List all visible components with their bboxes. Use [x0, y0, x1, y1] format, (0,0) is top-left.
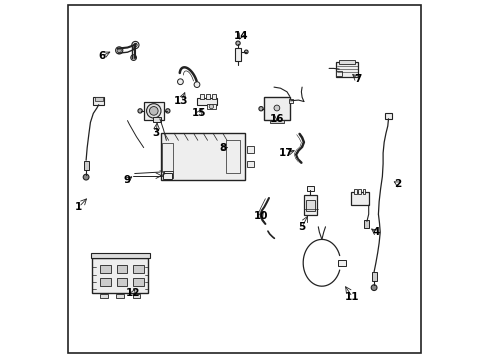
Text: 9: 9 — [123, 175, 131, 185]
Circle shape — [83, 174, 89, 180]
Text: 5: 5 — [298, 222, 305, 232]
Text: 3: 3 — [152, 128, 160, 138]
Bar — [133, 279, 143, 287]
Circle shape — [117, 48, 121, 53]
Bar — [335, 71, 342, 76]
Bar — [100, 294, 108, 298]
Bar — [143, 102, 163, 120]
Bar — [153, 117, 161, 122]
Bar — [116, 294, 124, 298]
Bar — [200, 94, 203, 99]
Bar — [116, 279, 127, 287]
Circle shape — [132, 41, 139, 49]
Bar — [337, 260, 345, 266]
Bar — [269, 120, 284, 123]
Circle shape — [209, 104, 213, 109]
Circle shape — [235, 41, 240, 45]
Bar — [225, 140, 240, 173]
Circle shape — [370, 285, 376, 291]
Bar — [371, 272, 376, 281]
Circle shape — [146, 104, 161, 118]
Bar — [350, 192, 368, 205]
Bar — [92, 258, 148, 292]
Bar — [161, 133, 245, 180]
Text: 4: 4 — [371, 227, 379, 237]
Text: 6: 6 — [99, 51, 106, 61]
Bar — [353, 189, 356, 194]
Bar — [288, 99, 293, 103]
Circle shape — [115, 47, 122, 54]
Text: 8: 8 — [219, 143, 226, 153]
Circle shape — [177, 79, 183, 85]
Text: 12: 12 — [125, 288, 140, 298]
Text: 7: 7 — [353, 74, 361, 84]
Bar — [362, 189, 365, 194]
Circle shape — [244, 50, 247, 54]
Bar — [90, 253, 150, 258]
Circle shape — [133, 43, 137, 47]
Text: 1: 1 — [75, 202, 82, 212]
Bar — [384, 113, 392, 119]
Bar — [93, 97, 104, 105]
Bar — [163, 171, 172, 178]
Bar — [100, 265, 111, 273]
Text: 16: 16 — [269, 114, 284, 124]
Bar — [338, 60, 354, 64]
Text: 2: 2 — [393, 179, 400, 189]
Bar — [116, 265, 127, 273]
Bar — [212, 94, 215, 99]
Text: 11: 11 — [345, 292, 359, 302]
Circle shape — [194, 82, 200, 87]
Text: 13: 13 — [174, 96, 188, 106]
Bar — [206, 104, 215, 109]
Bar — [264, 97, 289, 121]
Bar — [358, 189, 361, 194]
Bar — [196, 98, 216, 105]
Bar — [100, 279, 111, 287]
Bar — [247, 146, 254, 153]
Bar — [247, 161, 254, 167]
Bar — [335, 62, 358, 77]
Bar — [364, 220, 368, 228]
Bar — [162, 143, 172, 171]
Bar — [234, 49, 241, 61]
Text: 10: 10 — [253, 211, 267, 221]
Bar — [163, 173, 171, 179]
Bar — [303, 195, 317, 215]
Bar — [83, 161, 88, 170]
Bar — [306, 186, 313, 191]
Circle shape — [138, 109, 142, 113]
Text: 17: 17 — [278, 148, 293, 158]
Text: 14: 14 — [233, 31, 248, 41]
Bar — [133, 265, 143, 273]
Bar — [132, 294, 140, 298]
Circle shape — [165, 109, 170, 113]
Circle shape — [130, 55, 136, 60]
Text: 15: 15 — [192, 108, 206, 118]
Bar — [305, 200, 314, 211]
Bar — [95, 97, 102, 101]
Circle shape — [273, 105, 279, 111]
Circle shape — [258, 107, 263, 111]
Bar — [205, 94, 209, 99]
Circle shape — [149, 107, 158, 115]
